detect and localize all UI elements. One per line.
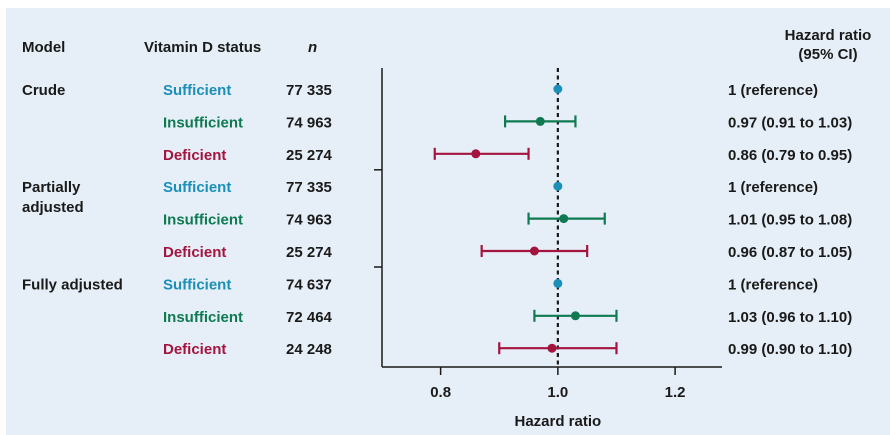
n-value: 72 464 <box>286 309 333 326</box>
header-n: n <box>308 39 317 56</box>
hazard-ratio-point <box>570 311 580 321</box>
n-value: 74 963 <box>286 114 332 131</box>
status-label: Sufficient <box>163 179 231 196</box>
n-value: 24 248 <box>286 341 332 358</box>
n-value: 25 274 <box>286 147 333 164</box>
header-ci: (95% CI) <box>798 46 857 63</box>
header-hazard-ratio: Hazard ratio <box>785 27 872 44</box>
hazard-ratio-value: 1 (reference) <box>728 82 818 99</box>
hazard-ratio-value: 0.99 (0.90 to 1.10) <box>728 341 852 358</box>
model-label: Fully adjusted <box>22 276 123 293</box>
hazard-ratio-point <box>547 343 557 353</box>
status-label: Insufficient <box>163 114 243 131</box>
status-label: Deficient <box>163 244 226 261</box>
hazard-ratio-point <box>535 116 545 126</box>
model-label: adjusted <box>22 199 84 216</box>
hazard-ratio-point <box>553 84 563 94</box>
hazard-ratio-point <box>471 149 481 159</box>
hazard-ratio-value: 0.97 (0.91 to 1.03) <box>728 114 852 131</box>
x-tick-label: 0.8 <box>430 384 451 401</box>
forest-plot: Model Vitamin D status n Hazard ratio (9… <box>22 27 872 430</box>
status-label: Insufficient <box>163 212 243 229</box>
n-value: 77 335 <box>286 82 332 99</box>
table-rows: Crude Sufficient 77 335 1 (reference) Insuff… <box>22 82 852 358</box>
n-value: 25 274 <box>286 244 333 261</box>
forest-plot-figure: Model Vitamin D status n Hazard ratio (9… <box>6 8 890 435</box>
n-value: 77 335 <box>286 179 332 196</box>
x-axis-label: Hazard ratio <box>515 413 602 430</box>
status-label: Insufficient <box>163 309 243 326</box>
header-model: Model <box>22 39 65 56</box>
hazard-ratio-point <box>553 278 563 288</box>
hazard-ratio-value: 1.01 (0.95 to 1.08) <box>728 212 852 229</box>
status-label: Deficient <box>163 147 226 164</box>
x-tick-label: 1.0 <box>547 384 568 401</box>
hazard-ratio-point <box>553 181 563 191</box>
model-label: Partially <box>22 179 81 196</box>
hazard-ratio-value: 1 (reference) <box>728 276 818 293</box>
header-vitamin-d-status: Vitamin D status <box>144 39 261 56</box>
n-value: 74 963 <box>286 212 332 229</box>
plot-marks <box>433 68 618 367</box>
status-label: Sufficient <box>163 276 231 293</box>
hazard-ratio-value: 0.96 (0.87 to 1.05) <box>728 244 852 261</box>
status-label: Sufficient <box>163 82 231 99</box>
x-tick-label: 1.2 <box>665 384 686 401</box>
x-axis: 0.8 1.0 1.2 Hazard ratio <box>374 68 722 430</box>
hazard-ratio-value: 1 (reference) <box>728 179 818 196</box>
model-label: Crude <box>22 82 65 99</box>
n-value: 74 637 <box>286 276 332 293</box>
hazard-ratio-value: 0.86 (0.79 to 0.95) <box>728 147 852 164</box>
hazard-ratio-point <box>529 246 539 256</box>
hazard-ratio-point <box>559 214 569 224</box>
hazard-ratio-value: 1.03 (0.96 to 1.10) <box>728 309 852 326</box>
status-label: Deficient <box>163 341 226 358</box>
